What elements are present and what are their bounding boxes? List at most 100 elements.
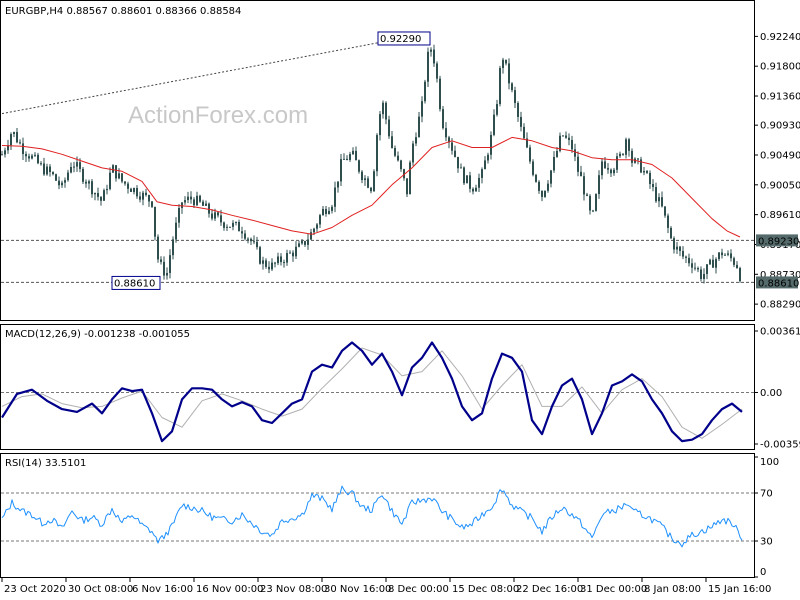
candle-body bbox=[556, 150, 558, 157]
candle-body bbox=[646, 170, 648, 173]
candle-body bbox=[616, 156, 618, 170]
candle-body bbox=[565, 135, 567, 138]
candle-body bbox=[94, 192, 96, 195]
candle-body bbox=[457, 156, 459, 169]
candle-body bbox=[553, 156, 555, 171]
candle-body bbox=[454, 150, 456, 157]
candle-body bbox=[667, 215, 669, 228]
candle-body bbox=[172, 239, 174, 256]
moving-average-line bbox=[1, 136, 741, 238]
candle-body bbox=[76, 162, 78, 167]
candle-body bbox=[217, 212, 219, 216]
candle-body bbox=[139, 196, 141, 200]
candle-body bbox=[637, 158, 639, 160]
candle-body bbox=[658, 197, 660, 202]
price-axis-label: 0.88730 bbox=[760, 270, 800, 281]
price-axis-label: 0.90490 bbox=[760, 150, 800, 161]
price-axis-label: 0.89610 bbox=[760, 210, 800, 221]
candle-body bbox=[337, 181, 339, 188]
candle-body bbox=[475, 187, 477, 192]
candle-body bbox=[28, 156, 30, 159]
candle-body bbox=[589, 195, 591, 211]
candle-body bbox=[277, 256, 279, 264]
candle-body bbox=[559, 135, 561, 151]
candle-body bbox=[136, 188, 138, 197]
candle-body bbox=[724, 254, 726, 256]
candle-body bbox=[115, 165, 117, 179]
candle-body bbox=[322, 208, 324, 216]
candle-body bbox=[259, 247, 261, 264]
candle-body bbox=[352, 150, 354, 155]
macd-axis-label: -0.003592 bbox=[760, 440, 800, 451]
candle-body bbox=[682, 250, 684, 257]
candle-body bbox=[583, 176, 585, 195]
candle-body bbox=[157, 236, 159, 260]
candle-body bbox=[343, 158, 345, 160]
candle-body bbox=[208, 203, 210, 214]
time-axis-label: 8 Dec 00:00 bbox=[388, 584, 449, 595]
candle-body bbox=[154, 206, 156, 237]
price-axis-label: 0.91360 bbox=[760, 92, 800, 103]
rsi-axis-label: 30 bbox=[760, 537, 773, 548]
candle-body bbox=[595, 194, 597, 211]
candle-body bbox=[472, 188, 474, 192]
level-price-tag bbox=[756, 234, 798, 247]
candle-body bbox=[7, 145, 9, 151]
candle-body bbox=[22, 143, 24, 155]
time-axis: 23 Oct 2020 30 Oct 08:006 Nov 16:00 16 Nov… bbox=[1, 578, 771, 595]
candle-body bbox=[466, 175, 468, 184]
candle-body bbox=[331, 206, 333, 211]
candle-body bbox=[133, 188, 135, 192]
candle-body bbox=[118, 173, 120, 179]
candle-body bbox=[250, 238, 252, 242]
candle-body bbox=[175, 222, 177, 240]
candle-body bbox=[529, 147, 531, 162]
candle-body bbox=[34, 154, 36, 156]
candle-body bbox=[238, 221, 240, 232]
candle-body bbox=[391, 136, 393, 149]
candle-body bbox=[88, 181, 90, 184]
candle-body bbox=[451, 142, 453, 151]
candle-body bbox=[436, 63, 438, 79]
low-annotation-box bbox=[111, 275, 161, 290]
price-axis-label: 0.90930 bbox=[760, 121, 800, 132]
candle-body bbox=[1, 154, 3, 156]
candle-body bbox=[541, 190, 543, 197]
candle-body bbox=[37, 154, 39, 164]
candle-body bbox=[43, 163, 45, 175]
main-chart-title: EURGBP,H4 0.88567 0.88601 0.88366 0.8858… bbox=[5, 6, 241, 17]
time-axis-label: 15 Dec 08:00 bbox=[452, 584, 519, 595]
candle-body bbox=[46, 166, 48, 175]
candle-body bbox=[715, 259, 717, 268]
candle-body bbox=[289, 252, 291, 254]
candle-body bbox=[619, 153, 621, 157]
trend-line bbox=[1, 32, 431, 115]
candle-body bbox=[697, 268, 699, 270]
candle-body bbox=[433, 49, 435, 64]
candle-body bbox=[67, 172, 69, 181]
price-axis-label: 0.88290 bbox=[760, 300, 800, 311]
candle-body bbox=[223, 222, 225, 228]
candle-body bbox=[532, 161, 534, 175]
candle-body bbox=[598, 175, 600, 195]
candle-body bbox=[709, 259, 711, 265]
candle-body bbox=[670, 227, 672, 239]
rsi-panel-title: RSI(14) 33.5101 bbox=[5, 458, 86, 469]
candle-body bbox=[202, 201, 204, 206]
candle-body bbox=[685, 256, 687, 258]
candle-body bbox=[181, 202, 183, 208]
time-axis-label: 6 Nov 16:00 bbox=[132, 584, 193, 595]
candle-body bbox=[496, 104, 498, 115]
candle-body bbox=[499, 67, 501, 105]
low-annotation-label: 0.88610 bbox=[114, 278, 155, 289]
candle-body bbox=[691, 263, 693, 268]
candle-body bbox=[340, 159, 342, 182]
candle-body bbox=[307, 239, 309, 245]
candle-body bbox=[25, 154, 27, 157]
candle-body bbox=[109, 172, 111, 190]
candle-body bbox=[376, 135, 378, 172]
candle-body bbox=[400, 160, 402, 170]
candle-body bbox=[604, 161, 606, 169]
candle-body bbox=[367, 178, 369, 188]
